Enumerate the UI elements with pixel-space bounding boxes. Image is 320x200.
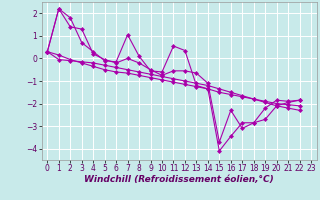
X-axis label: Windchill (Refroidissement éolien,°C): Windchill (Refroidissement éolien,°C) xyxy=(84,175,274,184)
